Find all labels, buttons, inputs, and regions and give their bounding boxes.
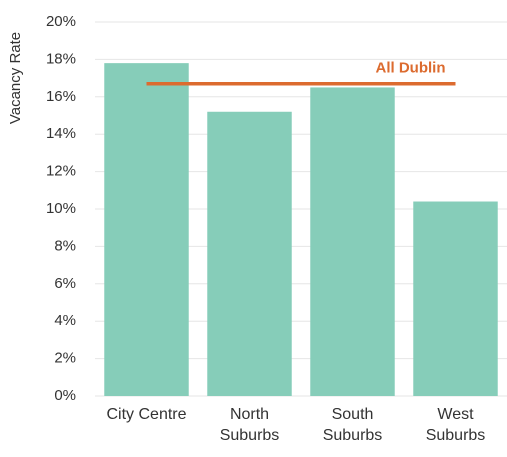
bar	[207, 111, 292, 396]
x-tick-label: South Suburbs	[322, 406, 383, 444]
y-tick-label: 14%	[46, 125, 76, 142]
x-tick-label: North Suburbs	[219, 406, 280, 444]
y-tick-label: 6%	[54, 275, 76, 292]
y-tick-label: 2%	[54, 350, 76, 367]
y-tick-label: 16%	[46, 88, 76, 105]
bar	[104, 63, 189, 396]
y-tick-label: 12%	[46, 163, 76, 180]
x-tick-label: City Centre	[106, 406, 187, 423]
y-axis-label: Vacancy Rate	[7, 32, 24, 124]
x-tick-label: West Suburbs	[425, 406, 486, 444]
y-tick-label: 0%	[54, 387, 76, 404]
y-tick-label: 10%	[46, 200, 76, 217]
bar	[310, 87, 395, 396]
reference-label: All Dublin	[376, 60, 446, 77]
y-tick-label: 8%	[54, 237, 76, 254]
y-tick-label: 18%	[46, 50, 76, 67]
y-tick-label: 4%	[54, 312, 76, 329]
bar	[413, 201, 498, 396]
y-tick-label: 20%	[46, 13, 76, 30]
